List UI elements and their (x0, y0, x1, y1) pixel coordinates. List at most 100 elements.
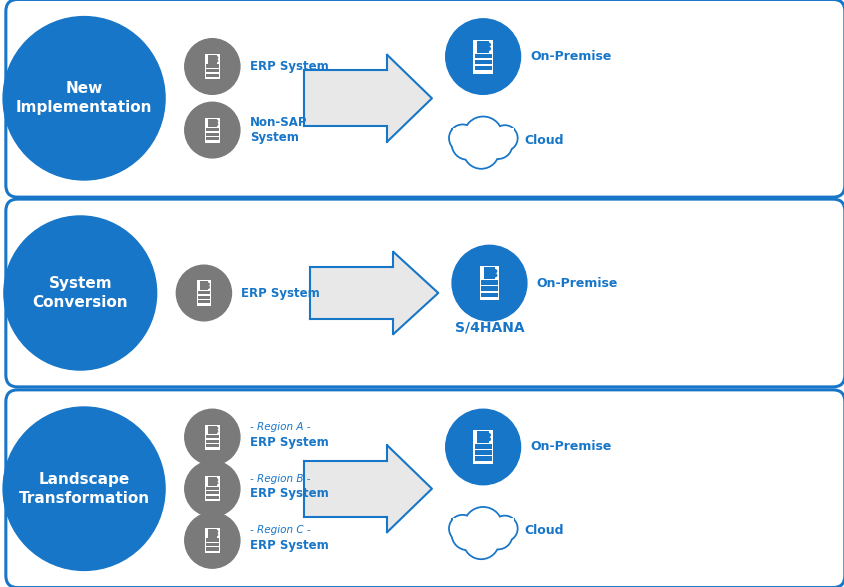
Circle shape (215, 479, 218, 481)
Circle shape (3, 16, 165, 180)
FancyBboxPatch shape (206, 538, 219, 542)
Circle shape (449, 515, 476, 542)
FancyBboxPatch shape (481, 292, 498, 297)
Circle shape (465, 134, 498, 167)
Polygon shape (393, 252, 438, 334)
Text: Landscape
Transformation: Landscape Transformation (19, 471, 149, 506)
FancyBboxPatch shape (206, 137, 219, 140)
FancyBboxPatch shape (451, 518, 516, 534)
Circle shape (494, 127, 516, 150)
Circle shape (3, 407, 165, 571)
Circle shape (215, 534, 218, 535)
FancyBboxPatch shape (206, 495, 219, 499)
FancyBboxPatch shape (304, 461, 387, 517)
FancyBboxPatch shape (478, 431, 489, 443)
Text: ERP System: ERP System (250, 60, 328, 73)
Circle shape (488, 48, 490, 50)
Text: - Region B -: - Region B - (250, 474, 311, 484)
Circle shape (215, 482, 218, 484)
FancyBboxPatch shape (208, 477, 217, 486)
FancyBboxPatch shape (200, 282, 208, 290)
FancyBboxPatch shape (311, 266, 393, 319)
FancyBboxPatch shape (474, 444, 492, 448)
Circle shape (176, 265, 231, 321)
Circle shape (494, 274, 496, 276)
Circle shape (215, 57, 218, 59)
FancyBboxPatch shape (197, 295, 210, 299)
Text: System
Conversion: System Conversion (32, 276, 128, 310)
FancyBboxPatch shape (205, 54, 219, 79)
Text: ERP System: ERP System (250, 539, 328, 552)
Circle shape (185, 102, 240, 158)
FancyBboxPatch shape (6, 390, 844, 587)
Circle shape (185, 461, 240, 517)
Circle shape (485, 131, 511, 157)
FancyBboxPatch shape (474, 54, 492, 58)
Text: Cloud: Cloud (524, 133, 564, 147)
Circle shape (492, 125, 518, 151)
Circle shape (463, 116, 503, 156)
Text: S/4HANA: S/4HANA (455, 321, 524, 335)
Text: On-Premise: On-Premise (537, 276, 618, 289)
FancyBboxPatch shape (6, 199, 844, 387)
FancyBboxPatch shape (452, 518, 513, 534)
FancyBboxPatch shape (206, 548, 219, 551)
FancyBboxPatch shape (206, 444, 219, 447)
Circle shape (215, 430, 218, 432)
FancyBboxPatch shape (479, 266, 499, 300)
Circle shape (484, 520, 512, 549)
Text: On-Premise: On-Premise (530, 50, 612, 63)
Circle shape (463, 507, 503, 546)
Text: ERP System: ERP System (250, 487, 328, 500)
Circle shape (208, 286, 209, 288)
FancyBboxPatch shape (208, 55, 217, 64)
Circle shape (453, 130, 482, 158)
Circle shape (215, 120, 218, 122)
Circle shape (451, 126, 474, 150)
FancyBboxPatch shape (206, 440, 219, 443)
Circle shape (185, 512, 240, 568)
Circle shape (492, 515, 518, 542)
FancyBboxPatch shape (452, 128, 513, 144)
FancyBboxPatch shape (206, 487, 219, 490)
FancyBboxPatch shape (474, 66, 492, 70)
Circle shape (453, 520, 482, 549)
FancyBboxPatch shape (478, 41, 489, 53)
Circle shape (452, 127, 484, 160)
FancyBboxPatch shape (206, 435, 219, 438)
FancyBboxPatch shape (197, 281, 211, 305)
Circle shape (451, 517, 474, 541)
Polygon shape (387, 446, 432, 532)
Circle shape (185, 39, 240, 95)
Circle shape (452, 245, 527, 321)
Circle shape (463, 132, 500, 169)
Text: - Region C -: - Region C - (250, 525, 311, 535)
Polygon shape (387, 55, 432, 141)
FancyBboxPatch shape (205, 424, 219, 450)
FancyBboxPatch shape (208, 529, 217, 538)
FancyBboxPatch shape (474, 457, 492, 461)
FancyBboxPatch shape (473, 430, 493, 464)
Circle shape (215, 123, 218, 126)
FancyBboxPatch shape (206, 128, 219, 131)
Circle shape (488, 438, 490, 441)
Circle shape (488, 434, 490, 437)
FancyBboxPatch shape (474, 450, 492, 455)
FancyBboxPatch shape (206, 133, 219, 136)
Circle shape (185, 409, 240, 465)
Circle shape (484, 130, 512, 159)
FancyBboxPatch shape (304, 70, 387, 126)
FancyBboxPatch shape (206, 543, 219, 546)
FancyBboxPatch shape (205, 117, 219, 143)
FancyBboxPatch shape (208, 119, 217, 127)
Circle shape (215, 531, 218, 532)
FancyBboxPatch shape (206, 69, 219, 72)
Circle shape (446, 409, 521, 485)
FancyBboxPatch shape (6, 0, 844, 197)
Circle shape (446, 19, 521, 95)
FancyBboxPatch shape (484, 268, 495, 279)
FancyBboxPatch shape (481, 286, 498, 291)
Text: ERP System: ERP System (241, 286, 320, 299)
Circle shape (4, 216, 157, 370)
FancyBboxPatch shape (205, 476, 219, 501)
